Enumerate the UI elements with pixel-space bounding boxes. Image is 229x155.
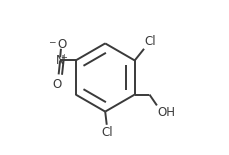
Text: +: + (60, 53, 67, 62)
Text: −: − (48, 37, 56, 46)
Text: OH: OH (158, 106, 176, 119)
Text: Cl: Cl (101, 126, 113, 139)
Text: N: N (56, 54, 65, 67)
Text: Cl: Cl (145, 35, 156, 48)
Text: O: O (52, 78, 62, 91)
Text: O: O (57, 38, 66, 51)
